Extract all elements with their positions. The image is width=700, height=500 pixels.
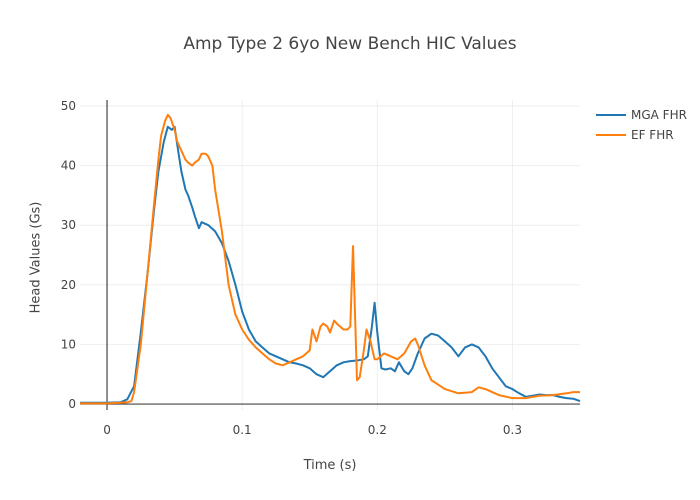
legend-swatch [596,134,626,136]
legend-label: EF FHR [631,128,674,142]
series-line-mga-fhr [80,125,581,404]
x-tick-label: 0.1 [233,423,252,437]
legend-label: MGA FHR [631,108,687,122]
chart-title: Amp Type 2 6yo New Bench HIC Values [183,34,517,54]
x-tick-label: 0.3 [503,423,522,437]
series-line-ef-fhr [80,113,580,405]
y-axis-title: Head Values (Gs) [28,201,44,314]
y-tick-label: 40 [61,159,76,173]
x-axis-title: Time (s) [303,458,357,473]
legend-swatch [596,114,626,116]
y-tick-label: 50 [61,99,76,113]
legend: MGA FHR EF FHR [596,106,696,146]
y-tick-label: 20 [61,278,76,292]
x-tick-label: 0.2 [368,423,387,437]
y-tick-label: 30 [61,218,76,232]
legend-item-series-0[interactable]: MGA FHR [596,106,696,126]
legend-item-series-1[interactable]: EF FHR [596,126,696,146]
y-tick-label: 10 [61,337,76,351]
x-tick-label: 0 [103,423,111,437]
y-tick-label: 0 [68,397,76,411]
